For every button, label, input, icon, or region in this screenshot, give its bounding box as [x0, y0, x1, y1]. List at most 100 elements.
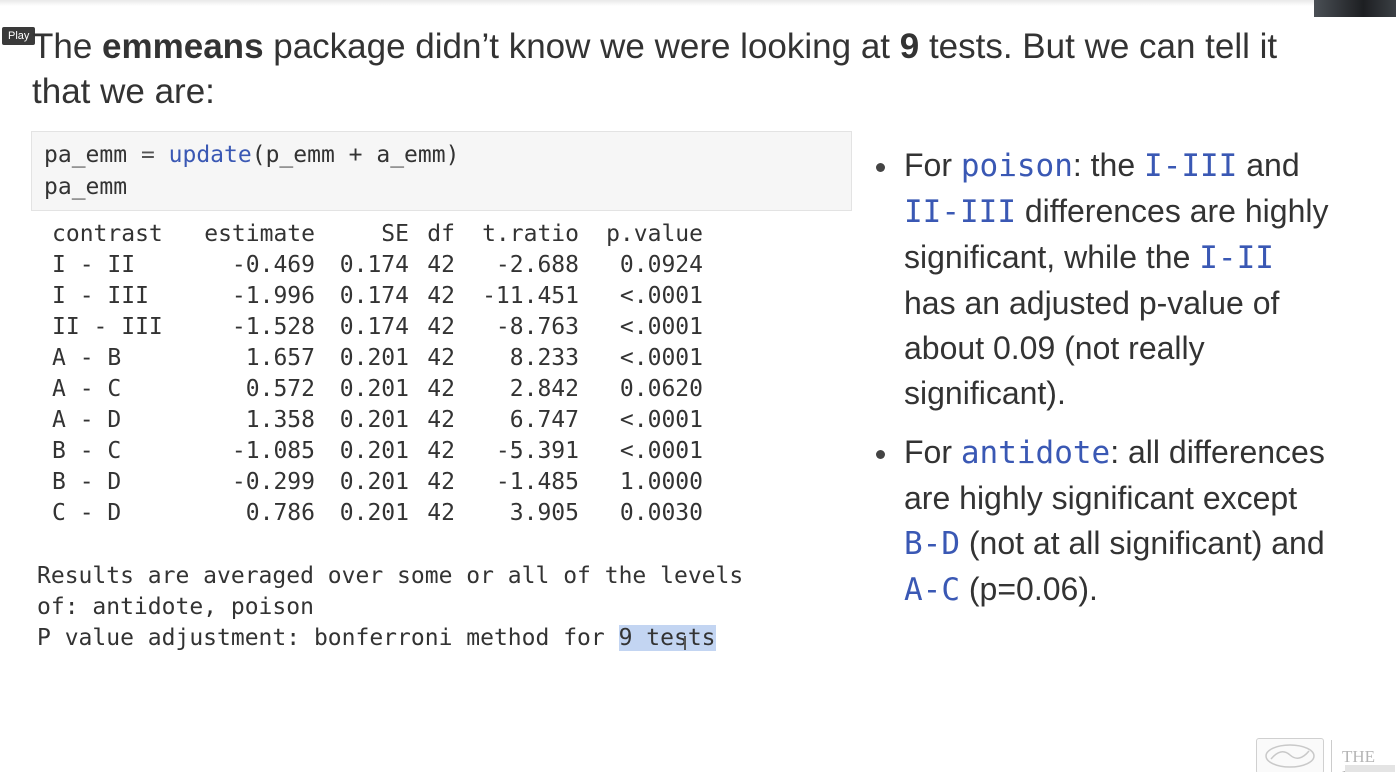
cell-se: 0.201 — [339, 500, 409, 526]
bullet-text: has an adjusted p-value of about 0.09 (n… — [904, 285, 1280, 411]
code-term: I-II — [1199, 240, 1274, 276]
bullet-text: : all differences are highly significant… — [904, 434, 1325, 516]
cell-se: 0.174 — [339, 283, 409, 309]
table-row: II - III -1.528 0.174 42 -8.763 <.0001 — [52, 312, 703, 343]
logo-divider — [1331, 740, 1332, 772]
cell-p-value: 1.0000 — [619, 469, 703, 495]
top-strip — [0, 0, 1396, 6]
cell-df: 42 — [427, 283, 455, 309]
cell-contrast: A - D — [52, 407, 122, 433]
code-block[interactable]: pa_emm = update(p_emm + a_emm) pa_emm — [31, 131, 852, 211]
cell-t-ratio: -1.485 — [495, 469, 579, 495]
table-row: A - C 0.572 0.201 42 2.842 0.0620 — [52, 374, 703, 405]
notes-adjustment-text: P value adjustment: bonferroni method fo… — [37, 625, 619, 651]
table-row: A - D 1.358 0.201 42 6.747 <.0001 — [52, 405, 703, 436]
header-df: df — [427, 221, 455, 247]
header-contrast: contrast — [52, 221, 163, 247]
university-seal-icon — [1256, 738, 1324, 772]
heading-text: The — [32, 27, 103, 66]
bullet-text: (not at all significant) and — [960, 525, 1325, 561]
text-cursor-icon — [684, 636, 686, 650]
cell-contrast: A - C — [52, 376, 122, 402]
cell-estimate: 0.572 — [245, 376, 315, 402]
code-term: II-III — [904, 194, 1016, 230]
code-operator: = — [127, 142, 169, 168]
webcam-thumbnail[interactable] — [1314, 0, 1396, 17]
slide-heading: The emmeans package didn’t know we were … — [32, 24, 1342, 114]
table-header-row: contrast estimate SE df t.ratio p.value — [52, 219, 703, 250]
cell-p-value: <.0001 — [619, 283, 703, 309]
bullet-text: differences are highly significant, whil… — [904, 193, 1329, 275]
cell-contrast: II - III — [52, 314, 163, 340]
cell-p-value: <.0001 — [619, 345, 703, 371]
cell-contrast: I - II — [52, 252, 136, 278]
cell-se: 0.201 — [339, 376, 409, 402]
notes-line-3: P value adjustment: bonferroni method fo… — [37, 623, 743, 654]
cell-estimate: -0.469 — [231, 252, 315, 278]
bullet-text: For — [904, 147, 961, 183]
cell-contrast: C - D — [52, 500, 122, 526]
bullet-poison: For poison: the I-III and II-III differe… — [874, 143, 1334, 416]
cell-df: 42 — [427, 345, 455, 371]
header-p-value: p.value — [606, 221, 703, 247]
bullet-text: For — [904, 434, 961, 470]
output-notes[interactable]: Results are averaged over some or all of… — [37, 561, 743, 654]
cell-se: 0.174 — [339, 314, 409, 340]
cell-estimate: -1.996 — [231, 283, 315, 309]
cell-se: 0.201 — [339, 469, 409, 495]
cell-estimate: -0.299 — [231, 469, 315, 495]
cell-estimate: -1.528 — [231, 314, 315, 340]
cell-p-value: 0.0924 — [619, 252, 703, 278]
cell-p-value: <.0001 — [619, 407, 703, 433]
selected-text[interactable]: 9 tests — [618, 625, 716, 651]
cell-estimate: 1.657 — [245, 345, 315, 371]
cell-estimate: -1.085 — [231, 438, 315, 464]
cell-t-ratio: 3.905 — [509, 500, 579, 526]
table-row: A - B 1.657 0.201 42 8.233 <.0001 — [52, 343, 703, 374]
cell-se: 0.201 — [339, 345, 409, 371]
cell-df: 42 — [427, 314, 455, 340]
cell-contrast: B - C — [52, 438, 122, 464]
heading-test-count: 9 — [899, 27, 920, 66]
cell-t-ratio: -11.451 — [482, 283, 579, 309]
cell-estimate: 0.786 — [245, 500, 315, 526]
cell-se: 0.201 — [339, 438, 409, 464]
cell-df: 42 — [427, 252, 455, 278]
notes-line-1: Results are averaged over some or all of… — [37, 563, 744, 589]
code-line-1: pa_emm = update(p_emm + a_emm) — [44, 142, 459, 168]
header-estimate: estimate — [204, 221, 315, 247]
table-row: B - C -1.085 0.201 42 -5.391 <.0001 — [52, 436, 703, 467]
bullet-antidote: For antidote: all differences are highly… — [874, 430, 1334, 613]
code-function: update — [168, 142, 252, 168]
cell-df: 42 — [427, 469, 455, 495]
code-line-2: pa_emm — [44, 174, 128, 200]
code-arguments: (p_emm + a_emm) — [251, 142, 460, 168]
bullet-text: (p=0.06). — [960, 571, 1098, 607]
cell-contrast: A - B — [52, 345, 122, 371]
play-button[interactable]: Play — [2, 27, 36, 45]
cell-contrast: B - D — [52, 469, 122, 495]
code-term: B-D — [904, 526, 960, 562]
code-term: A-C — [904, 572, 960, 608]
cell-df: 42 — [427, 407, 455, 433]
cell-p-value: 0.0620 — [619, 376, 703, 402]
notes-line-2: of: antidote, poison — [37, 594, 314, 620]
code-term: I-III — [1144, 148, 1238, 184]
cell-estimate: 1.358 — [245, 407, 315, 433]
cell-t-ratio: 6.747 — [509, 407, 579, 433]
cell-t-ratio: 2.842 — [509, 376, 579, 402]
cell-df: 42 — [427, 500, 455, 526]
table-row: C - D 0.786 0.201 42 3.905 0.0030 — [52, 498, 703, 529]
bullet-text: and — [1237, 147, 1300, 183]
table-row: I - II -0.469 0.174 42 -2.688 0.0924 — [52, 250, 703, 281]
table-row: I - III -1.996 0.174 42 -11.451 <.0001 — [52, 281, 703, 312]
cell-p-value: <.0001 — [619, 438, 703, 464]
code-variable: pa_emm — [44, 142, 128, 168]
header-t-ratio: t.ratio — [482, 221, 579, 247]
header-se: SE — [381, 221, 409, 247]
cell-se: 0.174 — [339, 252, 409, 278]
cell-se: 0.201 — [339, 407, 409, 433]
cell-contrast: I - III — [52, 283, 149, 309]
cell-t-ratio: -5.391 — [495, 438, 579, 464]
bullet-dot-icon — [876, 450, 885, 459]
